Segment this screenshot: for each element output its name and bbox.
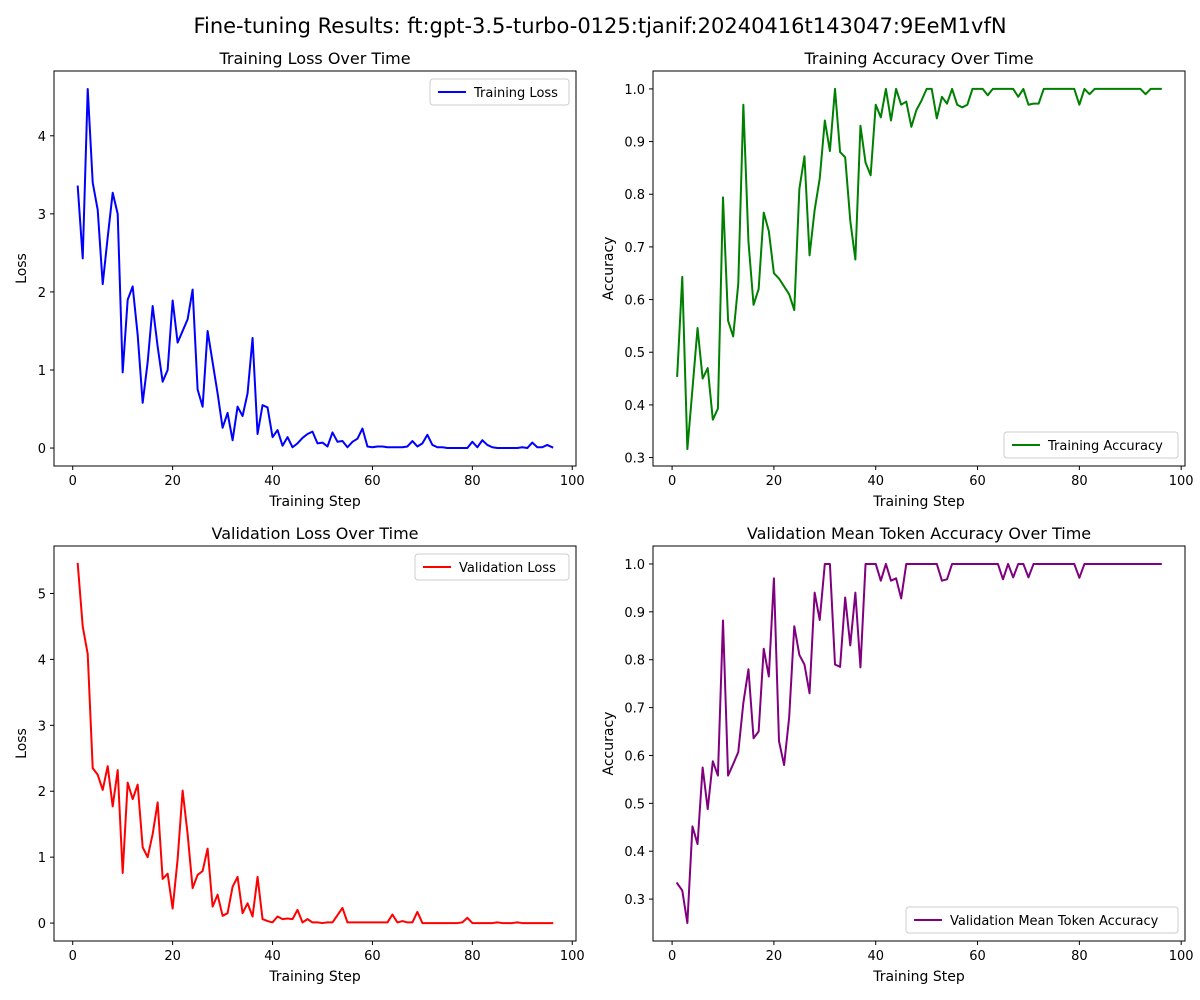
legend-box (429, 78, 570, 106)
chart-title: Validation Mean Token Accuracy Over Time (747, 524, 1091, 543)
chart-title: Validation Loss Over Time (212, 524, 419, 543)
chart-panel-1: Training Loss Over Time 0 20 40 60 80 100 0 1 2 3 4… (14, 49, 585, 510)
chart-panel-3: Validation Loss Over Time 0 20 40 60 80 100 0 1 2… (14, 524, 585, 985)
y-tick-label: 0.8 (624, 654, 645, 669)
legend-box (1003, 431, 1179, 459)
y-tick-label: 0 (38, 917, 46, 932)
y-tick-label: 0.3 (624, 893, 645, 908)
x-tick-label: 100 (1169, 949, 1194, 964)
y-tick-label: 0.4 (624, 845, 645, 860)
x-axis-label: Training Step (268, 969, 361, 985)
y-tick-label: 0.9 (624, 606, 645, 621)
legend-box (414, 553, 570, 581)
x-tick-label: 20 (766, 949, 783, 964)
legend-label: Training Loss (473, 86, 558, 101)
y-tick-label: 0.9 (624, 136, 645, 151)
legend-label: Training Accuracy (1047, 439, 1163, 454)
series-line (76, 562, 554, 925)
legend-label: Validation Loss (459, 561, 556, 576)
x-tick-label: 60 (969, 474, 986, 489)
legend: Training Accuracy (1003, 431, 1179, 459)
y-tick-label: 3 (38, 719, 46, 734)
x-tick-label: 80 (1071, 949, 1088, 964)
legend: Training Loss (429, 78, 570, 106)
series-line (76, 87, 554, 450)
x-axis-label: Training Step (872, 494, 965, 510)
axes-frame (53, 70, 577, 467)
legend: Validation Loss (414, 553, 570, 581)
x-tick-label: 60 (364, 474, 381, 489)
chart-title: Training Loss Over Time (218, 49, 410, 68)
x-tick-label: 0 (69, 474, 77, 489)
x-tick-label: 40 (867, 474, 884, 489)
y-tick-label: 0.5 (624, 797, 645, 812)
y-tick-label: 0.6 (624, 294, 645, 309)
x-axis-label: Training Step (872, 969, 965, 985)
x-tick-label: 0 (668, 949, 676, 964)
y-tick-label: 1.0 (624, 83, 645, 98)
x-tick-label: 40 (264, 474, 281, 489)
x-tick-label: 20 (766, 474, 783, 489)
y-tick-label: 3 (38, 208, 46, 223)
x-tick-label: 40 (264, 949, 281, 964)
y-tick-label: 5 (38, 587, 46, 602)
y-axis-label: Accuracy (601, 237, 617, 301)
axes-frame (53, 545, 577, 942)
y-tick-label: 0.6 (624, 749, 645, 764)
y-tick-label: 2 (38, 785, 46, 800)
chart-panel-4: Validation Mean Token Accuracy Over Time… (601, 524, 1194, 985)
x-tick-label: 80 (464, 949, 481, 964)
chart-panel-2: Training Accuracy Over Time 0 20 40 60 80 100 0… (601, 49, 1194, 510)
y-axis-label: Accuracy (601, 712, 617, 776)
legend: Validation Mean Token Accuracy (905, 906, 1179, 934)
series-line (675, 562, 1162, 925)
series-line (676, 87, 1162, 451)
y-tick-label: 0 (38, 442, 46, 457)
legend-box (905, 906, 1179, 934)
y-tick-label: 0.8 (624, 188, 645, 203)
x-tick-label: 20 (164, 474, 181, 489)
y-tick-label: 0.5 (624, 346, 645, 361)
x-tick-label: 100 (1169, 474, 1194, 489)
x-tick-label: 80 (1071, 474, 1088, 489)
x-tick-label: 100 (560, 474, 585, 489)
y-tick-label: 0.7 (624, 241, 645, 256)
y-axis-label: Loss (14, 253, 30, 284)
x-tick-label: 0 (668, 474, 676, 489)
chart-title: Training Accuracy Over Time (803, 49, 1033, 68)
x-tick-label: 60 (364, 949, 381, 964)
y-axis-label: Loss (14, 728, 30, 759)
figure-title: Fine-tuning Results: ft:gpt-3.5-turbo-01… (193, 14, 1007, 38)
x-tick-label: 80 (464, 474, 481, 489)
x-tick-label: 40 (867, 949, 884, 964)
y-tick-label: 1 (38, 364, 46, 379)
y-tick-label: 0.7 (624, 702, 645, 717)
y-tick-label: 0.3 (624, 452, 645, 467)
y-tick-label: 1 (38, 851, 46, 866)
y-tick-label: 2 (38, 286, 46, 301)
axes-frame (652, 70, 1186, 467)
axes-frame (652, 545, 1186, 942)
legend-label: Validation Mean Token Accuracy (950, 914, 1159, 929)
y-tick-label: 1.0 (624, 558, 645, 573)
y-tick-label: 4 (38, 130, 46, 145)
x-tick-label: 0 (69, 949, 77, 964)
x-tick-label: 60 (969, 949, 986, 964)
x-tick-label: 20 (164, 949, 181, 964)
y-tick-label: 4 (38, 653, 46, 668)
y-tick-label: 0.4 (624, 399, 645, 414)
x-axis-label: Training Step (268, 494, 361, 510)
x-tick-label: 100 (560, 949, 585, 964)
